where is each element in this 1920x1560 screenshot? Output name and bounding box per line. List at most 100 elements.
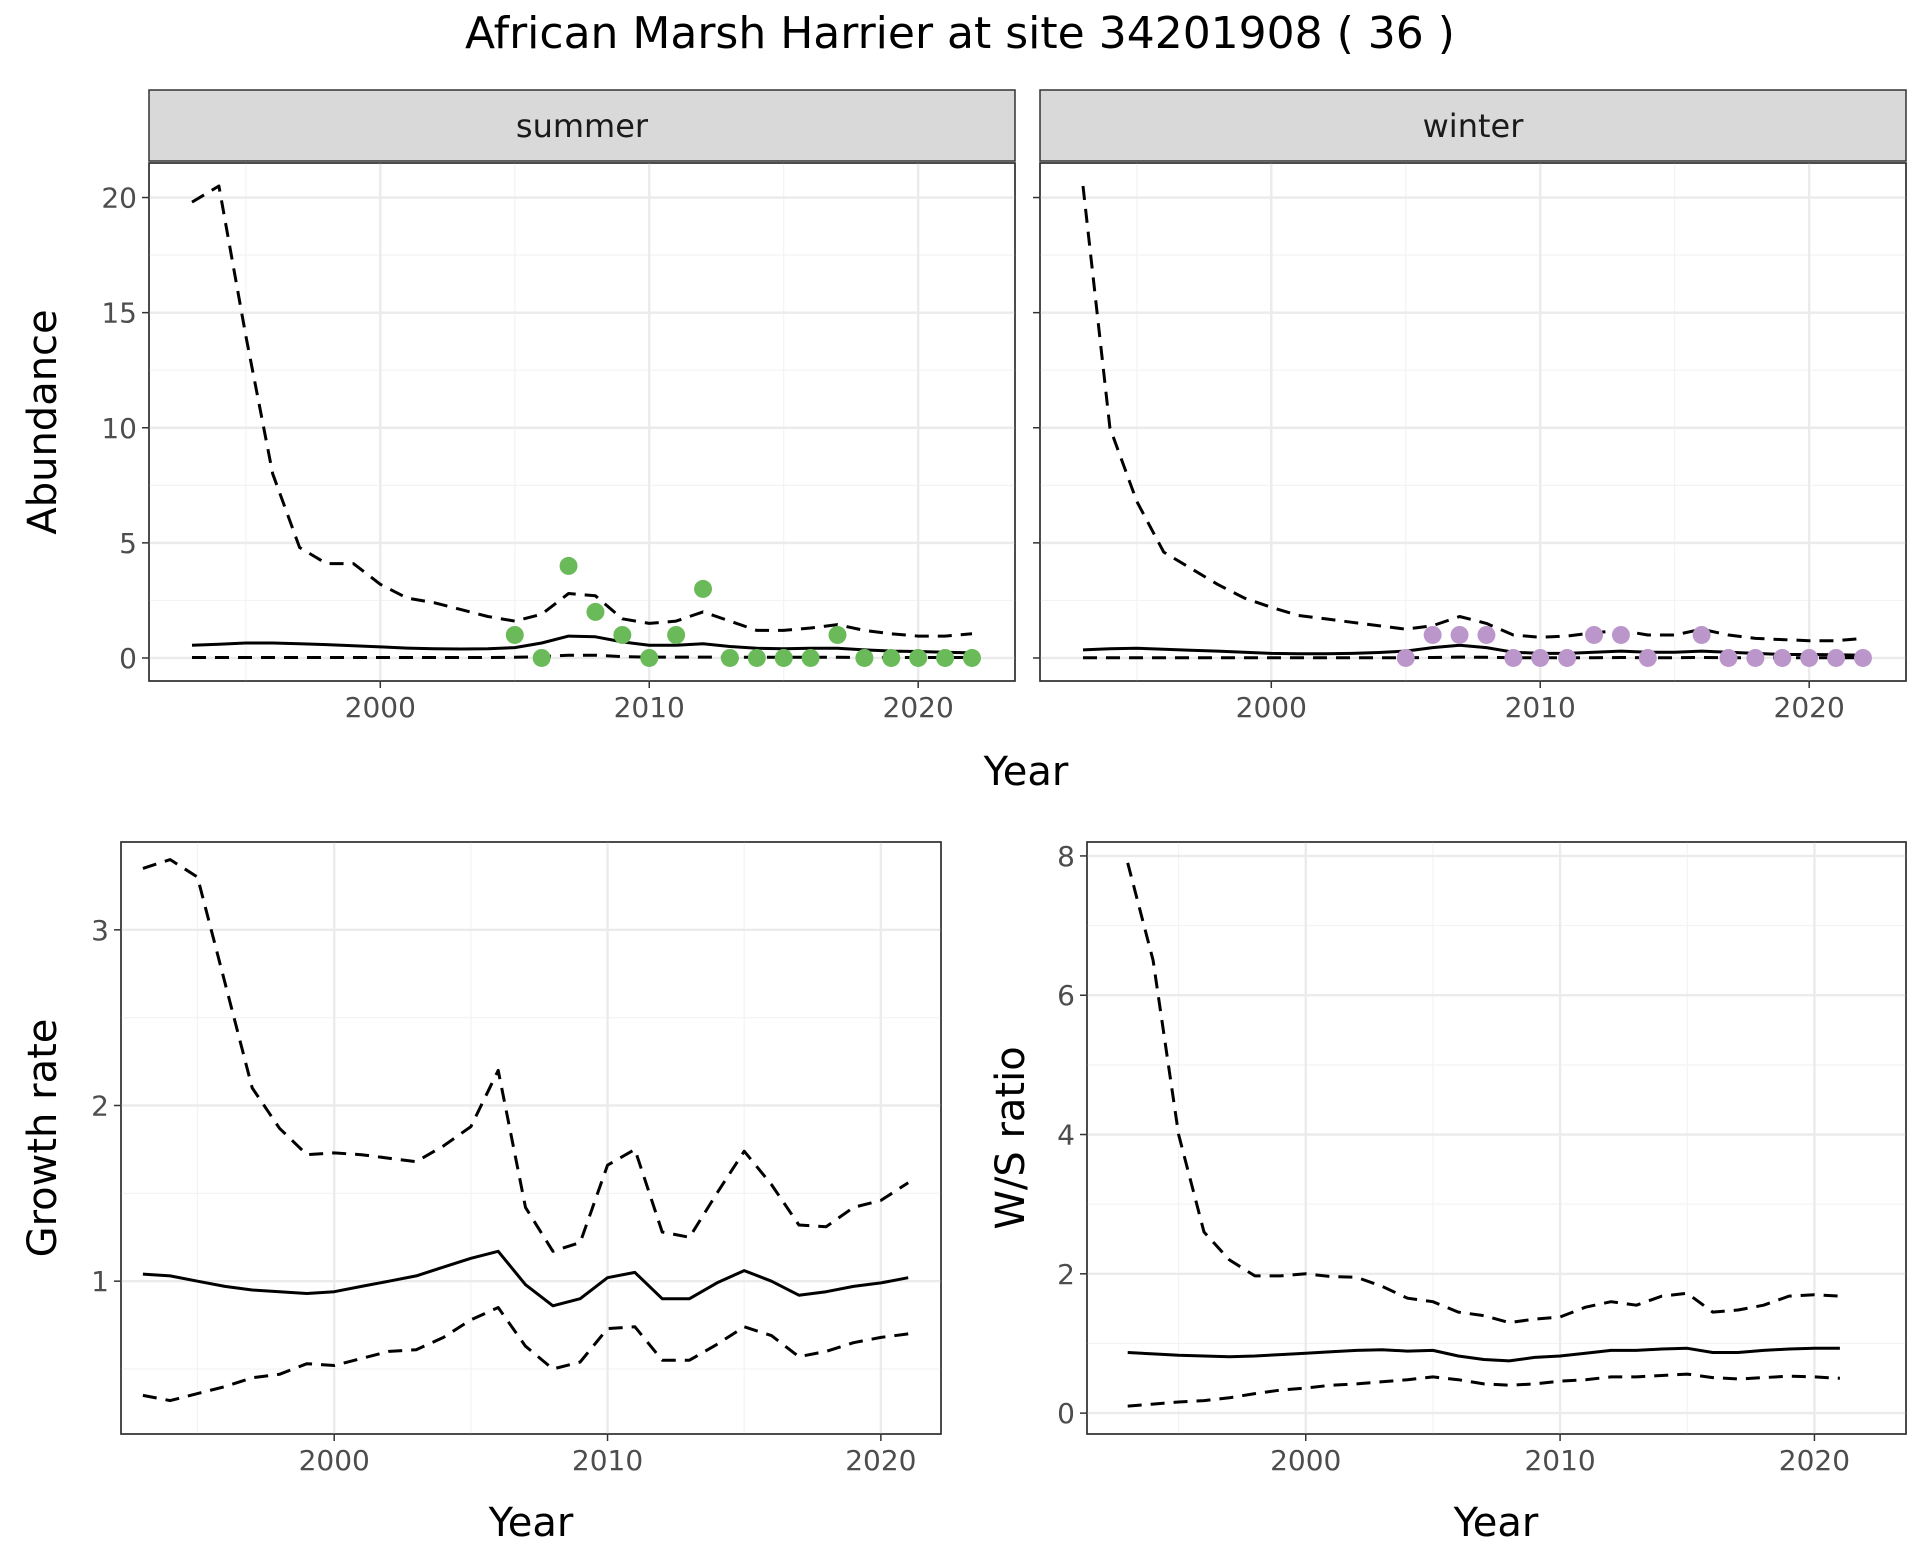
abundance-summer-point [667,625,686,644]
ratio-y-tick-label: 2 [1057,1258,1075,1291]
strip-label-winter: winter [1423,107,1525,145]
abundance-summer-point [801,648,820,667]
ratio-panel-border [1086,841,1907,1435]
growth-x-tick-label: 2010 [572,1444,643,1477]
ratio-y-tick-label: 0 [1057,1397,1075,1430]
abundance-summer-panel-border [148,162,1016,682]
ratio-y-tick-label: 4 [1057,1119,1075,1152]
ratio-plot-area: 2000 2010 2020 0 2 4 6 8 [1057,840,1907,1477]
ratio-y-tick-label: 8 [1057,840,1075,873]
growth-grid [121,842,941,1434]
abundance-winter-point [1853,648,1872,667]
strip-label-summer: summer [516,107,649,145]
abundance-summer-point [747,648,766,667]
abundance-summer-point [613,625,632,644]
abundance-winter-x-tick-label: 2010 [1505,691,1576,724]
abundance-winter-grid [1040,163,1906,681]
abundance-summer-point [882,648,901,667]
abundance-summer-points [505,556,981,667]
ratio-x-tick-label: 2010 [1524,1444,1595,1477]
abundance-winter-point [1396,648,1415,667]
abundance-chart: summer winter Year Abundance 2000 2010 202… [20,89,1907,795]
abundance-summer-x-tick-label: 2000 [345,691,416,724]
chart-title: African Marsh Harrier at site 34201908 (… [465,8,1455,59]
abundance-winter-panel-border [1039,162,1907,682]
abundance-winter-point [1504,648,1523,667]
abundance-summer-point [559,556,578,575]
abundance-winter-point [1585,625,1604,644]
abundance-summer-point [532,648,551,667]
abundance-winter-point [1746,648,1765,667]
ratio-y-tick-label: 6 [1057,979,1075,1012]
strip-summer [148,89,1016,162]
growth-rate-chart: Year Growth rate 2000 2010 2020 1 2 3 [20,841,942,1546]
abundance-winter-point [1423,625,1442,644]
abundance-summer-point [962,648,981,667]
abundance-winter-point [1692,625,1711,644]
abundance-winter-point [1827,648,1846,667]
y-axis-title-ratio: W/S ratio [988,1046,1034,1229]
growth-panel-border [120,841,942,1435]
growth-series-median [142,1249,909,1308]
abundance-summer-y-tick-label: 5 [119,527,137,560]
abundance-summer-point [640,648,659,667]
abundance-summer-x-tick-label: 2010 [614,691,685,724]
abundance-summer-point [828,625,847,644]
abundance-summer-y-tick-label: 10 [101,412,137,445]
abundance-winter-series-upper [1081,185,1864,643]
growth-series-lower [142,1306,909,1403]
growth-y-tick-label: 1 [91,1265,109,1298]
abundance-summer-point [855,648,874,667]
abundance-summer-point [774,648,793,667]
growth-x-tick-label: 2020 [845,1444,916,1477]
ws-ratio-chart: Year W/S ratio 2000 2010 2020 0 2 4 6 8 [988,840,1907,1546]
abundance-summer-point [909,648,928,667]
abundance-winter-point [1638,648,1657,667]
growth-x-tick-label: 2000 [299,1444,370,1477]
abundance-winter-point [1531,648,1550,667]
abundance-summer-series-median [191,634,973,655]
abundance-winter-point [1450,625,1469,644]
ratio-series-median [1127,1346,1840,1363]
abundance-summer-point [720,648,739,667]
ratio-x-tick-label: 2000 [1270,1444,1341,1477]
abundance-summer-x-tick-label: 2020 [883,691,954,724]
abundance-winter-point [1611,625,1630,644]
abundance-summer-point [505,625,524,644]
abundance-winter-x-tick-label: 2000 [1236,691,1307,724]
growth-plot-area: 2000 2010 2020 1 2 3 [91,841,942,1477]
abundance-winter-point [1477,625,1496,644]
y-axis-title-abundance: Abundance [20,309,66,534]
facet-panel-summer: summer [148,89,1016,682]
abundance-winter-point [1719,648,1738,667]
abundance-summer-grid [149,163,1015,681]
abundance-summer-y-tick-label: 0 [119,642,137,675]
growth-y-tick-label: 3 [91,914,109,947]
abundance-winter-plot-area: 2000 2010 2020 [1033,162,1907,724]
x-axis-title-ratio: Year [1453,1500,1539,1546]
abundance-summer-plot-area: 2000 2010 2020 0 5 10 15 20 [101,162,1016,724]
growth-series-upper [142,858,910,1253]
growth-y-tick-label: 2 [91,1090,109,1123]
abundance-winter-x-tick-label: 2020 [1774,691,1845,724]
ratio-x-tick-label: 2020 [1779,1444,1850,1477]
abundance-winter-points [1396,625,1872,667]
abundance-winter-point [1800,648,1819,667]
ratio-series-upper [1126,862,1840,1325]
abundance-winter-point [1558,648,1577,667]
x-axis-title-growth: Year [488,1500,574,1546]
abundance-winter-point [1773,648,1792,667]
panel-ws-ratio [1086,841,1907,1435]
abundance-summer-y-tick-label: 15 [101,297,137,330]
abundance-summer-point [586,602,605,621]
panel-growth-rate [120,841,942,1435]
abundance-summer-point [694,579,713,598]
ratio-grid [1087,842,1906,1434]
abundance-summer-series-lower [192,653,972,659]
x-axis-title-abundance: Year [983,749,1069,795]
ratio-series-lower [1127,1372,1840,1408]
panel-summer [148,162,1016,682]
abundance-summer-point [936,648,955,667]
strip-winter [1039,89,1907,162]
